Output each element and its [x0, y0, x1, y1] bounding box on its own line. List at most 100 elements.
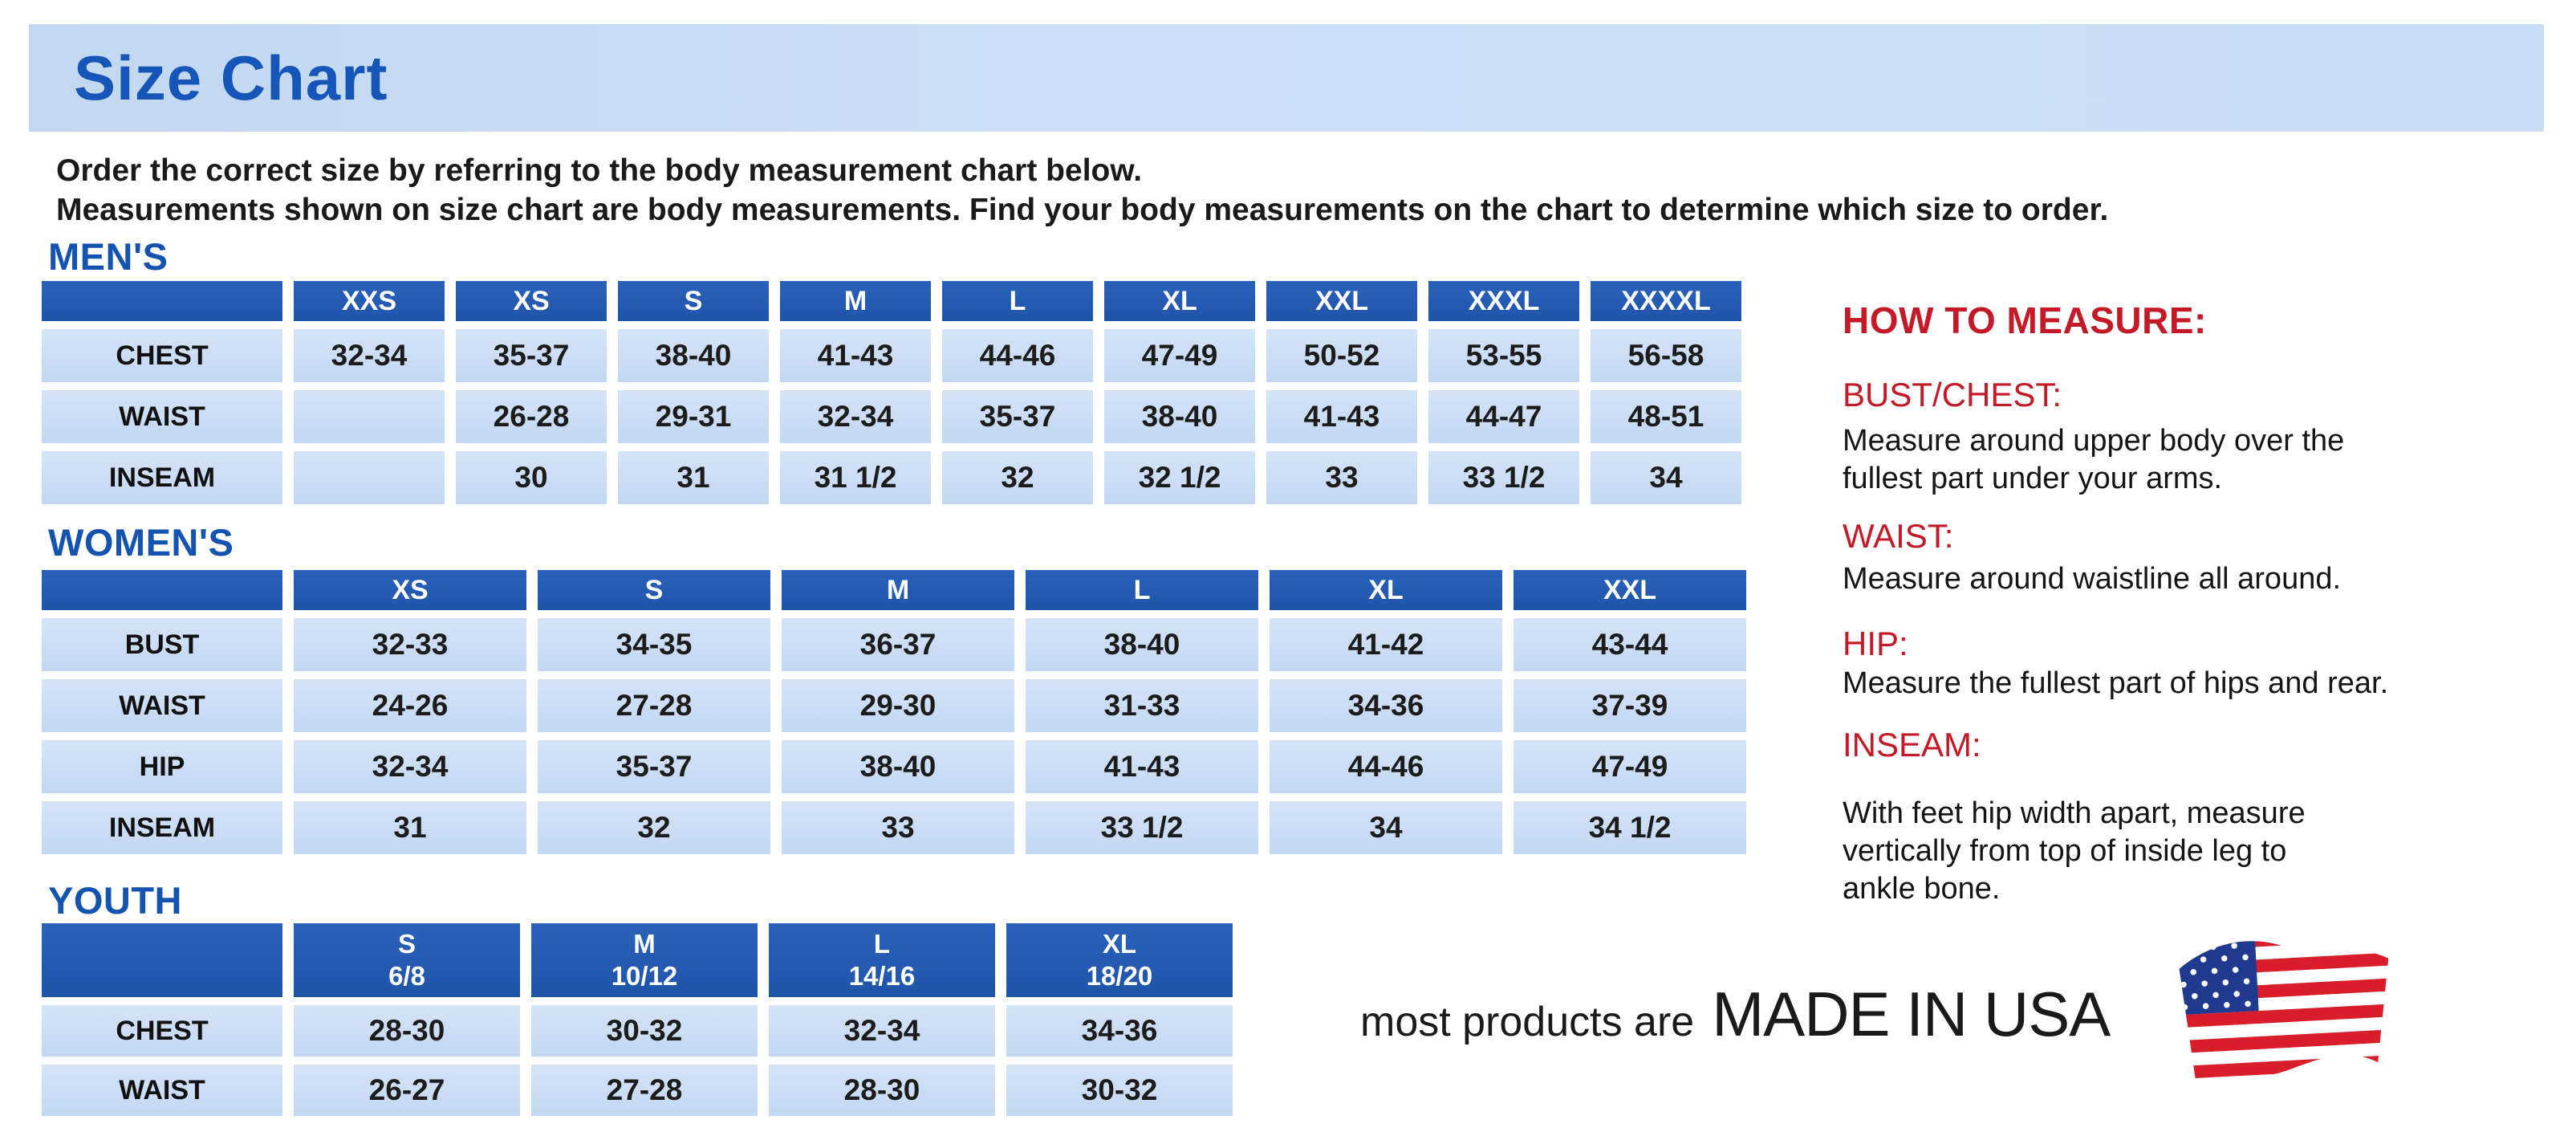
page-title: Size Chart: [74, 42, 388, 113]
value-cell: 32 1/2: [1104, 451, 1255, 504]
value-cell: 34: [1270, 801, 1502, 854]
value-cell: 38-40: [618, 329, 769, 382]
value-cell: 37-39: [1514, 679, 1746, 732]
value-cell: 38-40: [782, 740, 1014, 793]
intro-text: Order the correct size by referring to t…: [56, 151, 2108, 230]
row-label-cell: INSEAM: [42, 451, 282, 504]
value-cell: 35-37: [456, 329, 607, 382]
size-header-cell: XXL: [1266, 281, 1417, 321]
value-cell: 34-36: [1270, 679, 1502, 732]
value-cell: 32: [538, 801, 770, 854]
footer-emphasis-text: MADE IN USA: [1712, 979, 2111, 1049]
table-row: INSEAM 30 31 31 1/2 32 32 1/2 33 33 1/2 34: [42, 451, 1741, 504]
row-label-cell: CHEST: [42, 329, 282, 382]
value-cell: 26-28: [456, 390, 607, 443]
intro-line-2: Measurements shown on size chart are bod…: [56, 193, 2109, 227]
row-label-cell: INSEAM: [42, 801, 282, 854]
measure-heading-bust-chest: BUST/CHEST:: [1843, 376, 2062, 413]
value-cell: 30: [456, 451, 607, 504]
value-cell: 31-33: [1026, 679, 1258, 732]
title-bar: Size Chart: [29, 24, 2544, 132]
value-cell: 32: [942, 451, 1093, 504]
made-in-usa-line: most products are MADE IN USA: [1360, 978, 2111, 1051]
womens-section-heading: WOMEN'S: [48, 521, 234, 564]
size-header-cell: M 10/12: [531, 923, 758, 997]
us-flag-icon: [2163, 931, 2403, 1100]
measure-heading-hip: HIP:: [1843, 625, 1908, 662]
size-header-cell: XXXXL: [1591, 281, 1741, 321]
value-cell: 30-32: [531, 1005, 758, 1057]
table-row: HIP 32-34 35-37 38-40 41-43 44-46 47-49: [42, 740, 1746, 793]
value-cell: 38-40: [1104, 390, 1255, 443]
youth-section-heading: YOUTH: [48, 879, 182, 922]
row-label-cell: CHEST: [42, 1005, 282, 1057]
size-header-cell: M: [782, 570, 1014, 610]
value-cell: 47-49: [1514, 740, 1746, 793]
value-cell: 29-30: [782, 679, 1014, 732]
value-cell: 41-43: [1026, 740, 1258, 793]
value-cell: 38-40: [1026, 618, 1258, 671]
size-header-cell: L: [1026, 570, 1258, 610]
value-cell: 34-35: [538, 618, 770, 671]
size-header-cell: S: [618, 281, 769, 321]
value-cell: 35-37: [538, 740, 770, 793]
value-cell: 31: [618, 451, 769, 504]
value-cell: 34: [1591, 451, 1741, 504]
row-label-cell: WAIST: [42, 1065, 282, 1116]
value-cell: 36-37: [782, 618, 1014, 671]
corner-cell: [42, 281, 282, 321]
size-header-row: XS S M L XL XXL: [42, 570, 1746, 610]
value-cell: 30-32: [1006, 1065, 1233, 1116]
value-cell: 44-46: [1270, 740, 1502, 793]
corner-cell: [42, 923, 282, 997]
value-cell: 33: [782, 801, 1014, 854]
value-cell: 29-31: [618, 390, 769, 443]
value-cell: 47-49: [1104, 329, 1255, 382]
size-header-cell: XL 18/20: [1006, 923, 1233, 997]
value-cell: 33: [1266, 451, 1417, 504]
size-header-cell: M: [780, 281, 931, 321]
youth-size-table: S 6/8 M 10/12 L 14/16 XL 18/20 CHEST 28-30 30-32 32…: [30, 915, 1244, 1124]
row-label-cell: WAIST: [42, 390, 282, 443]
size-header-cell: L: [942, 281, 1093, 321]
table-row: WAIST 26-28 29-31 32-34 35-37 38-40 41-43 44-47…: [42, 390, 1741, 443]
womens-size-table: XS S M L XL XXL BUST 32-33 34-35 36-37 38-40 41-42 4…: [30, 562, 1757, 862]
value-cell: 32-34: [769, 1005, 995, 1057]
value-cell: 32-34: [294, 740, 526, 793]
size-header-cell: XXXL: [1428, 281, 1579, 321]
table-row: CHEST 32-34 35-37 38-40 41-43 44-46 47-49 50-52…: [42, 329, 1741, 382]
mens-section-heading: MEN'S: [48, 235, 169, 278]
value-cell: [294, 390, 445, 443]
table-row: WAIST 26-27 27-28 28-30 30-32: [42, 1065, 1233, 1116]
value-cell: 31: [294, 801, 526, 854]
value-cell: 34-36: [1006, 1005, 1233, 1057]
how-to-measure-title: HOW TO MEASURE:: [1843, 299, 2207, 341]
value-cell: 34 1/2: [1514, 801, 1746, 854]
value-cell: 26-27: [294, 1065, 520, 1116]
footer-prefix-text: most products are: [1360, 999, 1695, 1045]
mens-size-table: XXS XS S M L XL XXL XXXL XXXXL CHEST 32-34 35-37 38-…: [30, 273, 1753, 512]
size-header-cell: XXS: [294, 281, 445, 321]
size-header-row: S 6/8 M 10/12 L 14/16 XL 18/20: [42, 923, 1233, 997]
value-cell: 41-43: [780, 329, 931, 382]
value-cell: 33 1/2: [1428, 451, 1579, 504]
value-cell: 32-33: [294, 618, 526, 671]
value-cell: 44-46: [942, 329, 1093, 382]
value-cell: 35-37: [942, 390, 1093, 443]
value-cell: 27-28: [531, 1065, 758, 1116]
table-row: CHEST 28-30 30-32 32-34 34-36: [42, 1005, 1233, 1057]
table-row: BUST 32-33 34-35 36-37 38-40 41-42 43-44: [42, 618, 1746, 671]
size-header-cell: XL: [1104, 281, 1255, 321]
size-header-cell: XL: [1270, 570, 1502, 610]
row-label-cell: BUST: [42, 618, 282, 671]
measure-text-waist: Measure around waistline all around.: [1843, 562, 2342, 596]
value-cell: 56-58: [1591, 329, 1741, 382]
value-cell: [294, 451, 445, 504]
measure-text-hip: Measure the fullest part of hips and rea…: [1843, 666, 2389, 700]
size-header-cell: XXL: [1514, 570, 1746, 610]
value-cell: 31 1/2: [780, 451, 931, 504]
value-cell: 53-55: [1428, 329, 1579, 382]
size-header-cell: S: [538, 570, 770, 610]
size-header-cell: XS: [456, 281, 607, 321]
